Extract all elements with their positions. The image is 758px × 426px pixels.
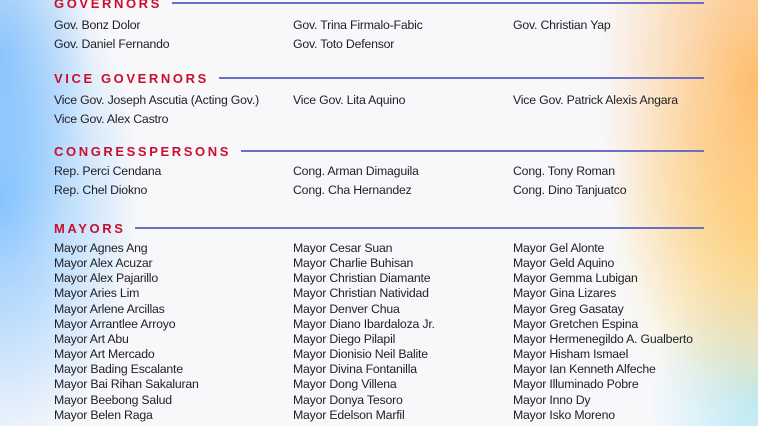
official-name: Mayor Bading Escalante — [54, 362, 183, 377]
official-name: Mayor Art Abu — [54, 331, 129, 346]
official-name: Mayor Christian Natividad — [293, 286, 429, 301]
official-name: Mayor Diano Ibardaloza Jr. — [293, 316, 435, 331]
official-name: Rep. Perci Cendana — [54, 164, 162, 178]
official-name: Mayor Beebong Salud — [54, 392, 172, 407]
official-name: Vice Gov. Joseph Ascutia (Acting Gov.) — [54, 93, 259, 107]
official-name: Mayor Charlie Buhisan — [293, 256, 414, 271]
official-name: Mayor Aries Lim — [54, 286, 140, 301]
section-heading: MAYORS — [54, 220, 704, 236]
section-rule — [135, 227, 704, 229]
official-name: Mayor Illuminado Pobre — [513, 377, 639, 392]
section-heading: CONGRESSPERSONS — [54, 143, 704, 159]
official-name: Cong. Dino Tanjuatco — [513, 182, 627, 197]
official-name: Gov. Daniel Fernando — [54, 36, 170, 51]
official-name: Mayor Alex Pajarillo — [54, 271, 158, 286]
official-name: Mayor Hermenegildo A. Gualberto — [513, 331, 693, 346]
official-name: Cong. Cha Hernandez — [293, 182, 412, 197]
section-title: VICE GOVERNORS — [54, 70, 209, 86]
official-name: Mayor Geld Aquino — [513, 256, 615, 271]
official-name: Mayor Edelson Marfil — [293, 407, 405, 422]
official-name: Mayor Diego Pilapil — [293, 331, 396, 346]
official-name: Mayor Gemma Lubigan — [513, 271, 638, 286]
section-heading: GOVERNORS — [54, 0, 704, 11]
section-rule — [171, 2, 704, 4]
official-name: Gov. Christian Yap — [513, 18, 611, 32]
official-name: Gov. Trina Firmalo-Fabic — [293, 18, 423, 32]
official-name: Mayor Gretchen Espina — [513, 316, 638, 331]
official-name: Mayor Arlene Arcillas — [54, 301, 165, 316]
official-name: Gov. Bonz Dolor — [54, 18, 141, 32]
section-heading: VICE GOVERNORS — [54, 70, 704, 86]
official-name: Mayor Ian Kenneth Alfeche — [513, 362, 656, 377]
official-name: Mayor Cesar Suan — [293, 241, 393, 255]
official-name: Mayor Art Mercado — [54, 347, 155, 362]
official-name: Mayor Gina Lizares — [513, 286, 617, 301]
official-name: Mayor Donya Tesoro — [293, 392, 403, 407]
official-name: Mayor Bai Rihan Sakaluran — [54, 377, 199, 392]
section-title: GOVERNORS — [54, 0, 162, 11]
official-name: Mayor Greg Gasatay — [513, 301, 624, 316]
official-name: Mayor Isko Moreno — [513, 407, 615, 422]
official-name: Vice Gov. Patrick Alexis Angara — [513, 93, 678, 107]
official-name: Mayor Belen Raga — [54, 407, 153, 422]
official-name: Mayor Christian Diamante — [293, 271, 431, 286]
section-title: MAYORS — [54, 220, 126, 236]
official-name: Vice Gov. Lita Aquino — [293, 93, 406, 107]
official-name: Mayor Denver Chua — [293, 301, 400, 316]
section-title: CONGRESSPERSONS — [54, 143, 231, 159]
official-name: Mayor Dionisio Neil Balite — [293, 347, 428, 362]
official-name: Mayor Inno Dy — [513, 392, 591, 407]
official-name: Mayor Arrantlee Arroyo — [54, 316, 176, 331]
official-name: Mayor Alex Acuzar — [54, 256, 153, 271]
official-name: Mayor Hisham Ismael — [513, 347, 629, 362]
official-name: Rep. Chel Diokno — [54, 182, 148, 197]
official-name: Mayor Divina Fontanilla — [293, 362, 417, 377]
section-rule — [240, 150, 704, 152]
official-name: Gov. Toto Defensor — [293, 36, 395, 51]
official-name: Mayor Agnes Ang — [54, 241, 148, 255]
official-name: Mayor Gel Alonte — [513, 241, 605, 255]
official-name: Cong. Arman Dimaguila — [293, 164, 419, 178]
official-name: Mayor Dong Villena — [293, 377, 397, 392]
official-name: Cong. Tony Roman — [513, 164, 615, 178]
section-rule — [218, 77, 704, 79]
official-name: Vice Gov. Alex Castro — [54, 111, 169, 126]
